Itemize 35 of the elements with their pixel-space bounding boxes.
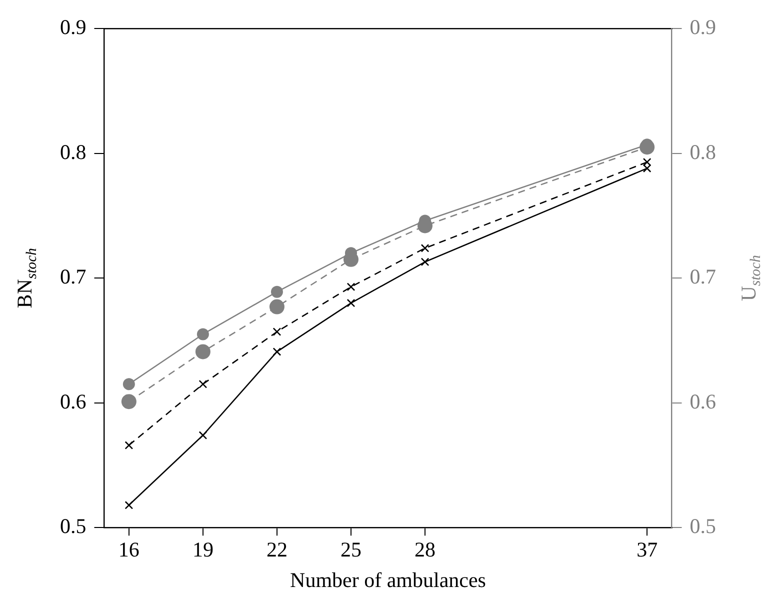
y2-tick-label: 0.9 — [690, 15, 716, 40]
point — [269, 299, 284, 314]
y2-tick-label: 0.5 — [690, 514, 716, 538]
y-tick-label: 0.8 — [60, 140, 86, 164]
x-tick-label: 37 — [636, 538, 658, 562]
x-tick-label: 19 — [192, 538, 214, 562]
point — [195, 344, 210, 360]
point — [196, 328, 209, 340]
point — [420, 244, 430, 252]
y-tick-label: 0.6 — [60, 389, 86, 414]
x-tick-label: 16 — [118, 538, 140, 562]
y2-axis-title: Ustoch — [736, 255, 764, 302]
point — [122, 378, 135, 390]
point — [272, 328, 282, 336]
x-tick-label: 25 — [340, 538, 362, 562]
y2-tick-label: 0.8 — [690, 140, 716, 164]
point — [346, 282, 356, 292]
point — [270, 286, 283, 298]
y-axis-title: BNstoch — [12, 248, 40, 308]
point — [124, 441, 134, 450]
x-tick-label: 22 — [266, 538, 288, 562]
point — [272, 348, 282, 356]
x-axis-title: Number of ambulances — [290, 568, 486, 592]
y2-tick-label: 0.7 — [690, 264, 716, 289]
point — [420, 258, 430, 266]
point — [198, 431, 208, 440]
point — [198, 380, 208, 388]
x-tick-label: 28 — [414, 538, 436, 562]
point — [346, 298, 356, 308]
point — [124, 500, 134, 510]
y2-tick-label: 0.6 — [690, 389, 716, 414]
y-tick-label: 0.7 — [60, 264, 86, 289]
y-tick-label: 0.5 — [60, 514, 86, 538]
y-tick-label: 0.9 — [60, 15, 86, 40]
point — [121, 394, 136, 410]
